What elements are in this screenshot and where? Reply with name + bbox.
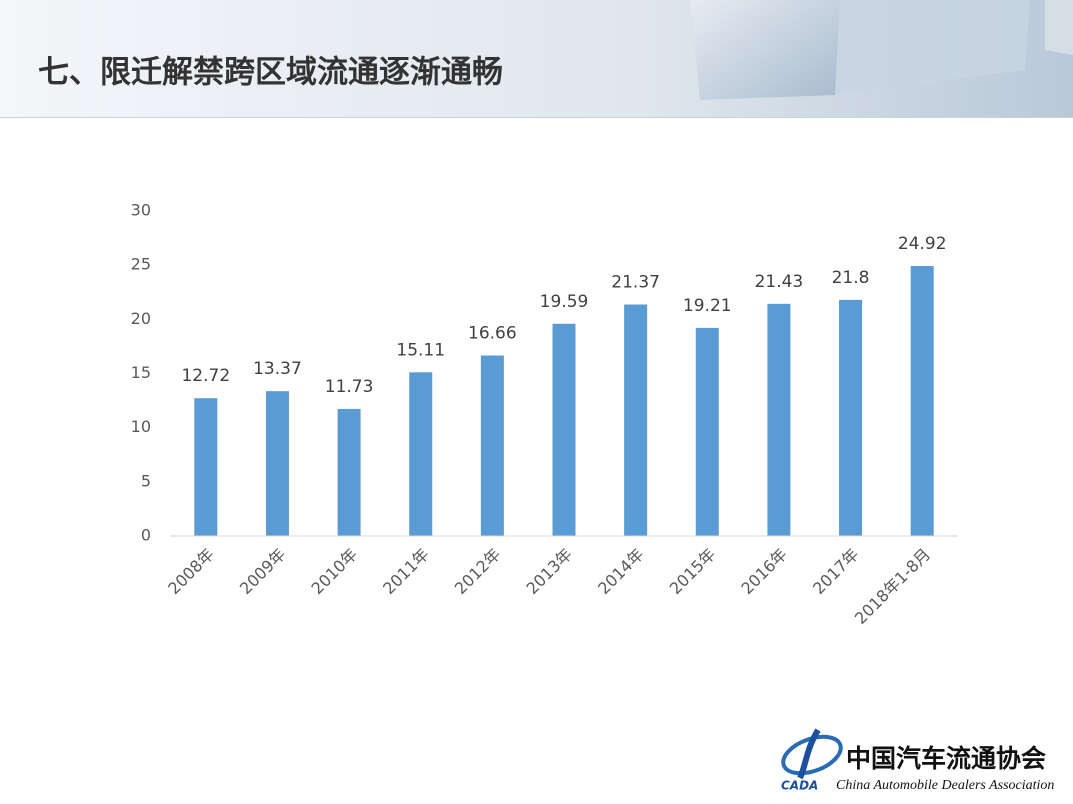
x-tick-label: 2017年 [809, 545, 863, 599]
y-tick-label: 0 [141, 526, 151, 545]
y-tick-label: 30 [131, 201, 151, 220]
bar [265, 391, 289, 536]
data-label: 11.73 [325, 377, 374, 397]
x-tick-label: 2012年 [451, 545, 505, 599]
x-tick-label: 2015年 [666, 545, 720, 599]
logo-english: China Automobile Dealers Association [836, 778, 1054, 793]
logo-abbr: CADA [781, 779, 818, 793]
data-label: 21.43 [755, 272, 804, 292]
header-cube [835, 0, 1030, 95]
bar [552, 323, 576, 536]
data-label: 21.8 [832, 268, 870, 288]
data-label: 24.92 [898, 234, 947, 254]
x-tick-label: 2010年 [308, 545, 362, 599]
x-tick-label: 2018年1-8月 [851, 545, 934, 628]
y-tick-label: 25 [131, 255, 151, 274]
x-tick-label: 2008年 [164, 545, 218, 599]
bar [480, 355, 504, 536]
data-label: 13.37 [253, 359, 302, 379]
bar [695, 327, 719, 536]
logo: CADA 中国汽车流通协会 China Automobile Dealers A… [781, 728, 1054, 793]
data-label: 15.11 [396, 340, 445, 360]
x-tick-label: 2016年 [737, 545, 791, 599]
logo-stroke [797, 728, 821, 780]
slide-title: 七、限迁解禁跨区域流通逐渐通畅 [38, 55, 503, 91]
logo-swirl [781, 734, 843, 776]
data-label: 19.59 [540, 292, 589, 312]
bar [409, 372, 433, 536]
y-tick-label: 5 [141, 471, 151, 490]
header-cube [1045, 0, 1073, 55]
bar [337, 408, 361, 536]
x-tick-label: 2014年 [594, 545, 648, 599]
x-tick-label: 2011年 [379, 545, 433, 599]
x-tick-label: 2009年 [236, 545, 290, 599]
data-label: 16.66 [468, 324, 517, 344]
y-tick-label: 20 [131, 309, 151, 328]
data-label: 19.21 [683, 296, 732, 316]
header-rule [0, 117, 1073, 118]
y-tick-label: 10 [131, 417, 151, 436]
bar-chart: 0 5 10 15 20 25 30 2008年 12.72 2009年 13.37 2010年 11.… [131, 201, 947, 628]
bar [624, 304, 648, 536]
logo-name: 中国汽车流通协会 [846, 744, 1046, 773]
x-tick-label: 2013年 [522, 545, 576, 599]
header-cube [690, 0, 840, 100]
bar [839, 299, 863, 536]
data-label: 21.37 [611, 272, 660, 292]
bar [767, 303, 791, 536]
bar [194, 398, 218, 536]
bar [910, 266, 934, 536]
data-label: 12.72 [181, 366, 230, 386]
y-tick-label: 15 [131, 363, 151, 382]
